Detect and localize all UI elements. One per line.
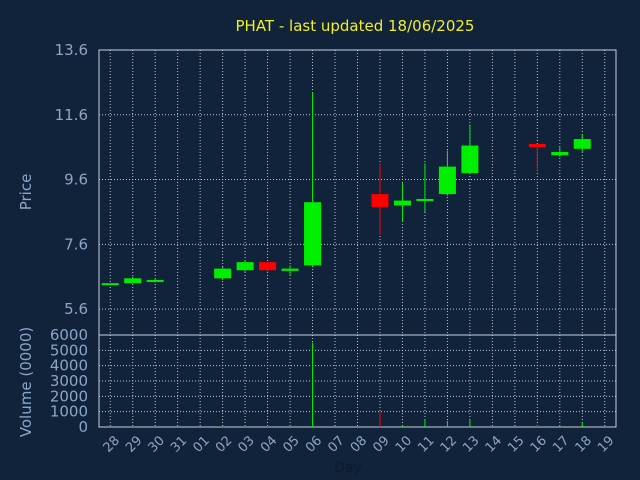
volume-tick-label: 5000 [50, 341, 88, 359]
volume-tick-label: 3000 [50, 372, 88, 390]
chart-title: PHAT - last updated 18/06/2025 [236, 17, 475, 35]
candle-body [528, 143, 546, 148]
candle-body [214, 268, 232, 279]
volume-frame [98, 334, 617, 428]
x-tick-label: 09 [370, 433, 392, 455]
x-tick-label: 15 [505, 433, 527, 455]
x-tick-label: 11 [415, 433, 437, 455]
volume-tick-label: 2000 [50, 387, 88, 405]
candle-body [101, 283, 119, 286]
x-tick-label: 16 [528, 433, 550, 455]
volume-tick-label: 4000 [50, 357, 88, 375]
price-tick-label: 7.6 [64, 235, 88, 253]
x-tick-label: 18 [573, 433, 595, 455]
x-tick-label: 14 [483, 433, 505, 455]
x-tick-label: 19 [595, 433, 617, 455]
x-tick-label: 07 [325, 433, 347, 455]
price-tick-label: 9.6 [64, 171, 88, 189]
x-tick-label: 01 [191, 433, 213, 455]
x-axis-label: Day [334, 460, 362, 476]
candle-body [124, 278, 142, 284]
candle-body [416, 198, 434, 201]
x-tick-label: 10 [393, 433, 415, 455]
price-panel: 5.6 7.6 9.6 11.6 13.6 [55, 41, 617, 336]
x-tick-label: 03 [235, 433, 257, 455]
volume-tick-label: 0 [78, 418, 88, 436]
candle-body [371, 194, 389, 208]
volume-tick-label: 6000 [50, 326, 88, 344]
x-tick-label: 29 [123, 433, 145, 455]
price-tick-label: 11.6 [55, 106, 88, 124]
candle-body [259, 262, 277, 271]
candle-body [281, 268, 299, 271]
candle-body [304, 202, 322, 266]
price-axis-label: Price [17, 174, 35, 211]
x-tick-label: 28 [101, 433, 123, 455]
candle-body [438, 166, 456, 195]
x-tick-label: 06 [303, 433, 325, 455]
x-tick-label: 31 [168, 433, 190, 455]
x-tick-label: 05 [280, 433, 302, 455]
price-tick-label: 5.6 [64, 300, 88, 318]
x-tick-label: 08 [348, 433, 370, 455]
candle-body [573, 139, 591, 149]
volume-tick-label: 1000 [50, 403, 88, 421]
candle-body [393, 200, 411, 206]
volume-axis-label: Volume (0000) [17, 327, 35, 437]
candle-body [236, 262, 254, 271]
candle-body [551, 152, 569, 156]
x-tick-label: 04 [258, 433, 280, 455]
candle-body [146, 279, 164, 282]
price-tick-label: 13.6 [55, 41, 88, 59]
x-tick-label: 12 [438, 433, 460, 455]
x-tick-label: 17 [550, 433, 572, 455]
candle-body [461, 145, 479, 174]
x-tick-label: 30 [146, 433, 168, 455]
x-tick-label: 13 [460, 433, 482, 455]
x-tick-label: 02 [213, 433, 235, 455]
